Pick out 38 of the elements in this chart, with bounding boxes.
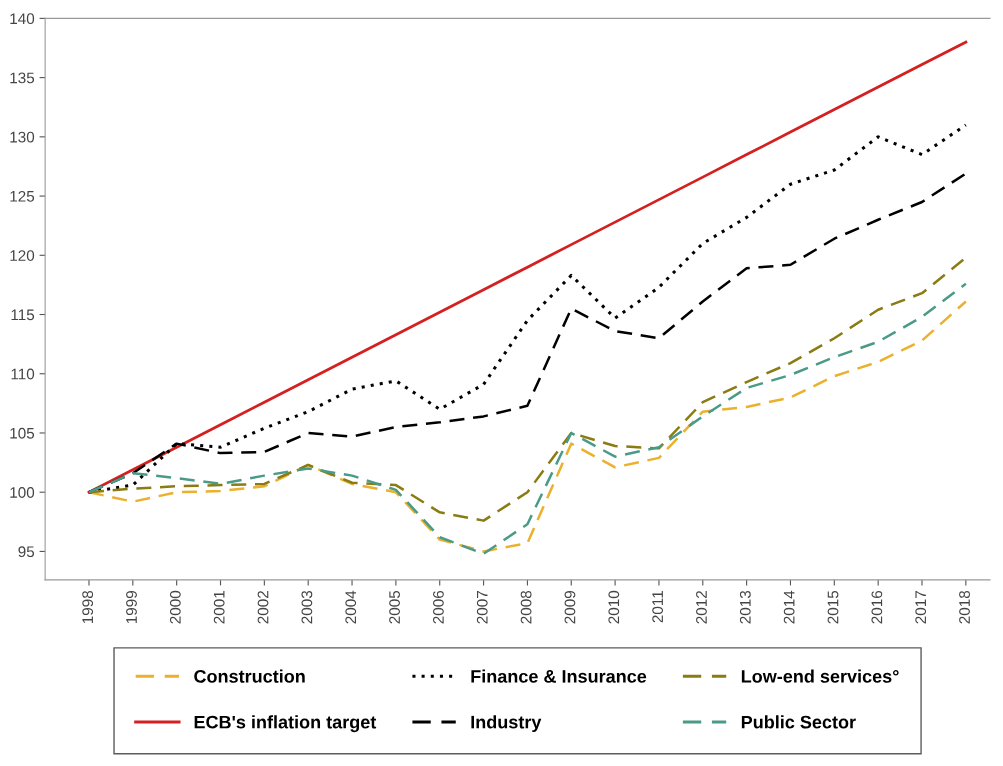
x-tick-label: 2009 <box>564 591 576 624</box>
x-tick-label: 2013 <box>739 590 751 624</box>
legend-label: Construction <box>194 669 305 683</box>
y-tick-label: 125 <box>10 190 35 202</box>
x-tick-label: 2017 <box>915 591 927 624</box>
y-tick-label: 130 <box>10 131 35 143</box>
x-tick-label: 2000 <box>169 590 181 624</box>
x-tick-label: 2012 <box>696 591 707 624</box>
x-tick-label: 2004 <box>345 590 357 624</box>
x-tick-label: 1999 <box>126 591 137 624</box>
y-tick-label: 140 <box>10 13 35 25</box>
line-series <box>87 40 968 494</box>
y-tick-label: 95 <box>18 546 35 558</box>
legend-label: ECB's inflation target <box>194 715 377 733</box>
x-tick-label: 2008 <box>520 590 532 624</box>
y-tick-label: 100 <box>10 487 35 498</box>
x-tick-label: 1998 <box>82 590 94 624</box>
x-tick-label: 2014 <box>783 590 795 624</box>
x-tick-label: 2005 <box>389 590 400 624</box>
x-tick-label: 2016 <box>871 590 883 624</box>
x-tick-label: 2010 <box>608 590 620 624</box>
legend-label: Finance & Insurance <box>471 669 647 683</box>
x-tick-label: 2015 <box>827 590 839 624</box>
x-tick-label: 2003 <box>301 590 313 624</box>
legend-label: Public Sector <box>741 715 856 729</box>
x-tick-label: 2007 <box>476 591 488 624</box>
y-tick-label: 135 <box>10 72 35 84</box>
legend-label: Low-end services° <box>741 669 899 683</box>
x-tick-label: 2018 <box>959 590 970 624</box>
legend-label: Industry <box>471 715 542 733</box>
x-tick-label: 2001 <box>213 591 225 624</box>
y-tick-label: 110 <box>11 368 35 380</box>
y-tick-label: 115 <box>11 309 35 321</box>
y-tick-label: 120 <box>10 250 35 261</box>
x-tick-label: 2006 <box>433 590 444 624</box>
x-tick-label: 2011 <box>652 591 664 623</box>
y-tick-label: 105 <box>10 427 35 439</box>
x-tick-label: 2002 <box>257 591 269 624</box>
